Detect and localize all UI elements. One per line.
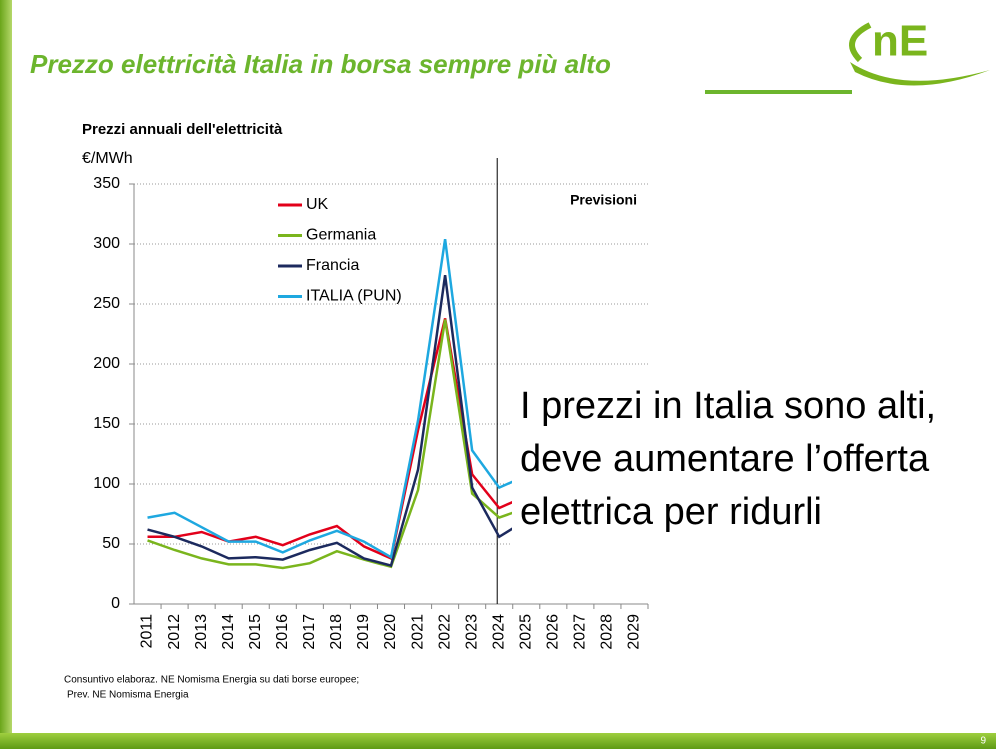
x-tick-label: 2013: [193, 614, 210, 650]
logo: nE: [849, 17, 990, 86]
bottom-band: [0, 733, 996, 749]
page-number: 9: [980, 736, 986, 747]
series-line: [147, 275, 527, 568]
x-tick-label: 2011: [139, 614, 156, 649]
legend-label: UK: [306, 196, 329, 213]
series-line: [147, 319, 527, 570]
x-tick-label: 2026: [545, 614, 562, 650]
x-tick-label: 2015: [247, 614, 264, 650]
x-tick-label: 2020: [382, 614, 399, 650]
x-tick-label: 2027: [572, 614, 589, 650]
legend-label: Germania: [306, 227, 376, 244]
x-tick-label: 2019: [355, 614, 372, 650]
y-tick-label: 300: [93, 235, 120, 252]
left-stripe: [0, 0, 12, 749]
y-tick-label: 350: [93, 175, 120, 192]
annotation: Previsioni: [570, 192, 637, 208]
x-tick-label: 2017: [301, 614, 318, 650]
y-tick-label: 0: [111, 595, 120, 612]
x-tick-label: 2028: [599, 614, 616, 650]
message-box: [512, 378, 987, 546]
x-tick-label: 2018: [328, 614, 345, 650]
message-line: elettrica per ridurli: [520, 491, 822, 533]
y-tick-label: 200: [93, 355, 120, 372]
logo-arc: [849, 22, 872, 63]
x-tick-label: 2012: [166, 614, 183, 650]
x-tick-label: 2022: [436, 614, 453, 650]
logo-swoosh: [850, 62, 990, 86]
message-line: I prezzi in Italia sono alti,: [520, 385, 936, 427]
series-line: [147, 239, 527, 560]
y-tick-label: 50: [102, 535, 120, 552]
x-tick-label: 2014: [220, 614, 237, 650]
plot: 0 50 100 150 200 250 300 350 2011 2012 2013 2014 201…: [93, 158, 987, 650]
y-tick-label: 100: [93, 475, 120, 492]
x-tick-label: 2025: [517, 614, 534, 650]
chart-title: Prezzi annuali dell'elettricità: [82, 121, 283, 138]
legend-label: ITALIA (PUN): [306, 288, 402, 305]
footnote: Consuntivo elaboraz. NE Nomisma Energia …: [64, 675, 359, 686]
y-tick-label: 250: [93, 295, 120, 312]
y-axis-label: €/MWh: [82, 150, 133, 167]
x-tick-label: 2024: [490, 614, 507, 650]
message-line: deve aumentare l’offerta: [520, 438, 930, 480]
footnote: Prev. NE Nomisma Energia: [67, 690, 189, 701]
y-tick-label: 150: [93, 415, 120, 432]
x-tick-label: 2029: [626, 614, 643, 650]
x-tick-label: 2021: [409, 614, 426, 650]
logo-text: nE: [872, 17, 928, 66]
slide-title: Prezzo elettricità Italia in borsa sempr…: [30, 49, 611, 79]
legend-label: Francia: [306, 257, 359, 274]
x-tick-label: 2023: [463, 614, 480, 650]
x-tick-label: 2016: [274, 614, 291, 650]
